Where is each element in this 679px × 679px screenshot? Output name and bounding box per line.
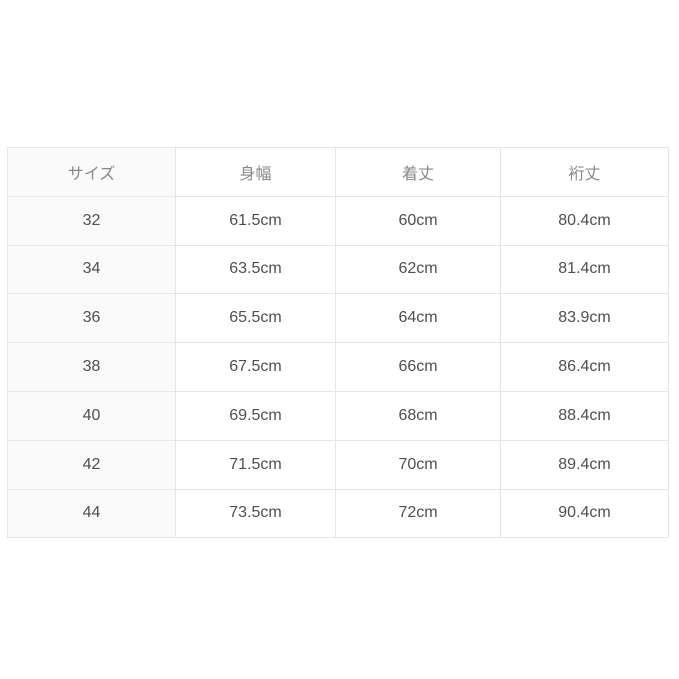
measurement-cell: 89.4cm bbox=[500, 439, 669, 490]
measurement-cell: 72cm bbox=[335, 488, 501, 539]
measurement-cell: 66cm bbox=[335, 342, 501, 392]
size-cell: 40 bbox=[7, 390, 176, 441]
table-row: 34 63.5cm 62cm 81.4cm bbox=[7, 244, 669, 295]
measurement-cell: 86.4cm bbox=[500, 342, 669, 392]
measurement-cell: 83.9cm bbox=[500, 293, 669, 344]
size-cell: 34 bbox=[7, 244, 176, 295]
size-chart-header: サイズ 身幅 着丈 裄丈 bbox=[7, 147, 669, 197]
measurement-cell: 63.5cm bbox=[175, 244, 336, 295]
column-header-sleeve-length: 裄丈 bbox=[500, 147, 669, 197]
size-cell: 44 bbox=[7, 488, 176, 539]
measurement-cell: 65.5cm bbox=[175, 293, 336, 344]
size-cell: 42 bbox=[7, 439, 176, 490]
measurement-cell: 68cm bbox=[335, 390, 501, 441]
table-row: 42 71.5cm 70cm 89.4cm bbox=[7, 439, 669, 490]
size-chart-container: サイズ 身幅 着丈 裄丈 32 61.5cm 60cm 80.4cm 34 63.5cm 6… bbox=[7, 147, 669, 539]
table-row: 44 73.5cm 72cm 90.4cm bbox=[7, 488, 669, 539]
measurement-cell: 80.4cm bbox=[500, 195, 669, 246]
measurement-cell: 62cm bbox=[335, 244, 501, 295]
measurement-cell: 71.5cm bbox=[175, 439, 336, 490]
table-row: 32 61.5cm 60cm 80.4cm bbox=[7, 195, 669, 246]
measurement-cell: 81.4cm bbox=[500, 244, 669, 295]
measurement-cell: 73.5cm bbox=[175, 488, 336, 539]
header-row: サイズ 身幅 着丈 裄丈 bbox=[7, 147, 669, 197]
size-cell: 36 bbox=[7, 293, 176, 344]
measurement-cell: 90.4cm bbox=[500, 488, 669, 539]
measurement-cell: 64cm bbox=[335, 293, 501, 344]
measurement-cell: 61.5cm bbox=[175, 195, 336, 246]
measurement-cell: 69.5cm bbox=[175, 390, 336, 441]
size-chart-body: 32 61.5cm 60cm 80.4cm 34 63.5cm 62cm 81.4cm 36 65… bbox=[7, 195, 669, 539]
size-cell: 32 bbox=[7, 195, 176, 246]
size-chart-table: サイズ 身幅 着丈 裄丈 32 61.5cm 60cm 80.4cm 34 63.5cm 6… bbox=[7, 147, 669, 539]
table-row: 38 67.5cm 66cm 86.4cm bbox=[7, 342, 669, 392]
measurement-cell: 67.5cm bbox=[175, 342, 336, 392]
size-cell: 38 bbox=[7, 342, 176, 392]
measurement-cell: 88.4cm bbox=[500, 390, 669, 441]
column-header-body-width: 身幅 bbox=[175, 147, 336, 197]
column-header-size: サイズ bbox=[7, 147, 176, 197]
table-row: 36 65.5cm 64cm 83.9cm bbox=[7, 293, 669, 344]
measurement-cell: 60cm bbox=[335, 195, 501, 246]
table-row: 40 69.5cm 68cm 88.4cm bbox=[7, 390, 669, 441]
measurement-cell: 70cm bbox=[335, 439, 501, 490]
column-header-length: 着丈 bbox=[335, 147, 501, 197]
